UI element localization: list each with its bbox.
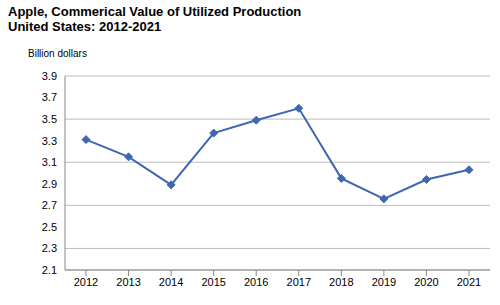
svg-text:3.3: 3.3 [42,135,57,147]
svg-text:2021: 2021 [457,276,481,288]
svg-text:3.1: 3.1 [42,156,57,168]
svg-text:2.3: 2.3 [42,242,57,254]
svg-text:2017: 2017 [287,276,311,288]
svg-text:2.5: 2.5 [42,221,57,233]
svg-text:2015: 2015 [201,276,225,288]
svg-text:2014: 2014 [159,276,183,288]
html-text:Apple, Commerical Value of Uti: Apple, Commerical Value of Utilized Prod… [8,4,302,19]
html-text:Billion dollars: Billion dollars [28,48,87,59]
svg-text:2020: 2020 [414,276,438,288]
svg-text:3.5: 3.5 [42,113,57,125]
svg-text:2016: 2016 [244,276,268,288]
svg-text:2018: 2018 [329,276,353,288]
svg-text:2.9: 2.9 [42,178,57,190]
svg-text:3.9: 3.9 [42,70,57,82]
svg-text:2.7: 2.7 [42,199,57,211]
svg-text:2013: 2013 [116,276,140,288]
svg-text:2019: 2019 [372,276,396,288]
svg-text:2012: 2012 [74,276,98,288]
svg-text:2.1: 2.1 [42,264,57,276]
html-text:United States: 2012-2021: United States: 2012-2021 [8,19,162,34]
svg-text:3.7: 3.7 [42,91,57,103]
